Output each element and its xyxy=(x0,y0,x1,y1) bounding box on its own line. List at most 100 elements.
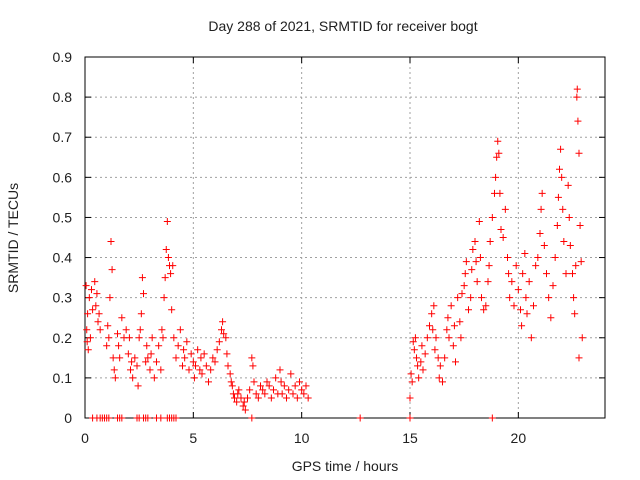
data-point xyxy=(482,302,490,310)
data-point xyxy=(265,382,273,390)
data-point xyxy=(298,386,306,394)
data-point xyxy=(172,414,180,422)
data-point xyxy=(472,258,480,266)
data-point xyxy=(406,414,414,422)
data-point xyxy=(250,378,258,386)
data-point xyxy=(493,153,501,161)
data-point xyxy=(302,382,310,390)
data-point xyxy=(187,350,195,358)
data-point xyxy=(196,366,204,374)
data-point xyxy=(562,270,570,278)
data-point xyxy=(155,342,163,350)
data-point xyxy=(144,414,152,422)
data-point xyxy=(174,342,182,350)
data-point xyxy=(280,382,288,390)
data-point xyxy=(138,274,146,282)
data-point xyxy=(209,354,217,362)
data-point xyxy=(554,193,562,201)
data-point xyxy=(118,314,126,322)
y-axis-label: SRMTID / TECUs xyxy=(5,183,21,293)
data-point xyxy=(473,278,481,286)
data-point xyxy=(105,334,113,342)
data-point xyxy=(556,165,563,173)
data-point xyxy=(504,254,511,262)
data-point xyxy=(157,366,165,374)
data-point xyxy=(467,294,475,302)
data-point xyxy=(462,258,470,266)
data-point xyxy=(508,278,516,286)
data-point xyxy=(558,173,566,181)
data-point xyxy=(211,358,219,366)
data-point xyxy=(150,374,158,382)
data-point xyxy=(478,294,485,302)
data-point xyxy=(189,358,197,366)
data-point xyxy=(131,354,139,362)
data-point xyxy=(93,290,101,298)
data-point xyxy=(153,358,160,366)
data-point xyxy=(534,254,542,262)
data-point xyxy=(505,270,513,278)
data-point xyxy=(506,294,514,302)
data-point xyxy=(450,322,458,330)
data-point xyxy=(536,229,544,237)
y-tick-label: 0.4 xyxy=(53,250,73,266)
data-point xyxy=(413,354,420,362)
data-point xyxy=(128,358,136,366)
data-point xyxy=(89,306,97,314)
data-point xyxy=(160,294,168,302)
data-point xyxy=(83,338,91,346)
data-point xyxy=(522,294,530,302)
data-point xyxy=(575,354,583,362)
x-tick-label: 15 xyxy=(402,430,418,446)
data-point xyxy=(263,378,271,386)
data-point xyxy=(84,346,92,354)
data-point xyxy=(289,390,297,398)
data-point xyxy=(116,354,124,362)
data-point xyxy=(172,354,180,362)
data-point xyxy=(521,250,529,258)
data-point xyxy=(197,354,205,362)
data-point xyxy=(246,386,254,394)
data-point xyxy=(111,374,119,382)
data-point xyxy=(480,306,488,314)
data-point xyxy=(157,414,165,422)
data-point xyxy=(115,342,123,350)
chart-title: Day 288 of 2021, SRMTID for receiver bog… xyxy=(208,18,477,34)
data-point xyxy=(122,326,130,334)
data-point xyxy=(486,238,494,246)
data-point xyxy=(104,322,112,330)
data-point xyxy=(168,306,176,314)
data-point xyxy=(261,390,269,398)
data-point xyxy=(501,205,509,213)
data-point xyxy=(564,181,572,189)
data-point xyxy=(415,374,423,382)
data-point xyxy=(140,290,147,298)
data-point xyxy=(468,266,476,274)
data-point xyxy=(161,274,169,282)
data-point xyxy=(417,358,425,366)
data-point xyxy=(488,213,496,221)
data-point xyxy=(287,370,295,378)
data-point xyxy=(170,334,178,342)
data-point xyxy=(185,366,193,374)
data-point xyxy=(577,258,585,266)
data-point xyxy=(485,262,493,270)
data-point xyxy=(428,310,436,318)
data-point xyxy=(537,205,545,213)
data-point xyxy=(499,234,507,241)
data-point xyxy=(566,242,574,250)
data-point xyxy=(471,238,479,246)
data-point xyxy=(431,346,439,354)
data-point xyxy=(572,262,580,270)
data-point xyxy=(421,350,429,358)
data-point xyxy=(134,382,142,390)
x-tick-label: 10 xyxy=(294,430,310,446)
data-point xyxy=(202,362,210,370)
data-point xyxy=(518,322,526,330)
data-point xyxy=(465,306,472,314)
data-point xyxy=(441,354,449,362)
y-tick-label: 0.2 xyxy=(53,330,73,346)
y-tick-label: 0.7 xyxy=(53,129,73,145)
data-point xyxy=(434,354,442,362)
